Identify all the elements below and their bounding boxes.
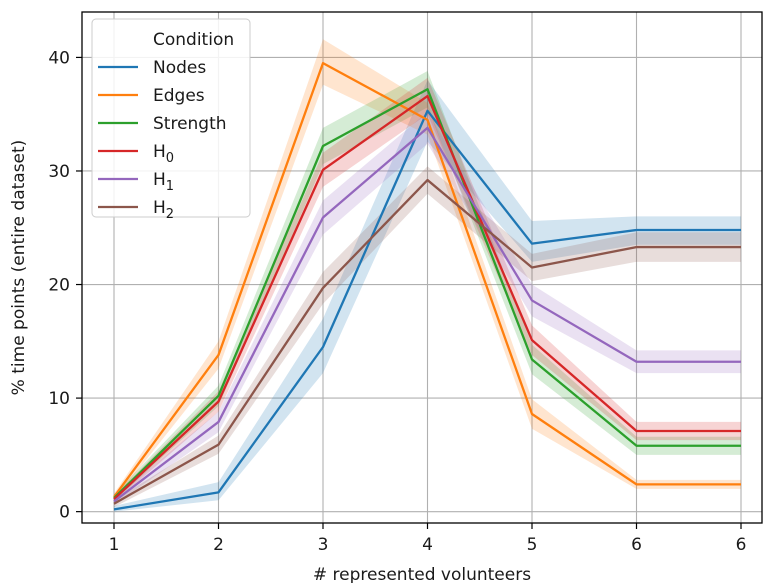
y-axis-title: % time points (entire dataset) — [9, 140, 29, 396]
x-tick-label: 6 — [631, 535, 642, 555]
confidence-band — [114, 166, 741, 508]
series-lines — [113, 61, 741, 511]
series-line — [113, 94, 741, 500]
x-tick-label: 1 — [109, 535, 120, 555]
legend-box — [91, 18, 251, 218]
confidence-band — [114, 71, 741, 502]
plot-frame — [81, 11, 763, 524]
confidence-bands — [114, 39, 741, 512]
series-line — [113, 88, 741, 499]
x-tick-label: 4 — [422, 535, 433, 555]
x-axis-title: # represented volunteers — [313, 565, 531, 583]
y-tick-label: 40 — [48, 48, 70, 68]
series-line — [113, 178, 741, 505]
series-line — [113, 109, 741, 511]
y-tick-label: 30 — [48, 162, 70, 182]
confidence-band — [114, 77, 741, 503]
x-tick-label: 5 — [527, 535, 538, 555]
confidence-band — [114, 39, 741, 501]
y-tick-label: 10 — [48, 389, 70, 409]
series-line — [113, 126, 741, 503]
legend-title: Condition — [153, 30, 234, 50]
x-tick-label: 2 — [213, 535, 224, 555]
confidence-band — [114, 80, 741, 512]
legend-label: Edges — [153, 86, 205, 106]
x-tick-label: 6 — [736, 535, 747, 555]
y-tick-label: 20 — [48, 276, 70, 296]
legend-label: Nodes — [153, 58, 206, 78]
x-tick-label: 3 — [318, 535, 329, 555]
legend-label: Strength — [153, 114, 227, 134]
series-line — [113, 61, 741, 498]
axis-ticks: 1 2 3 4 5 6 6 0 10 20 30 40 — [48, 48, 746, 555]
y-tick-label: 0 — [59, 503, 70, 523]
